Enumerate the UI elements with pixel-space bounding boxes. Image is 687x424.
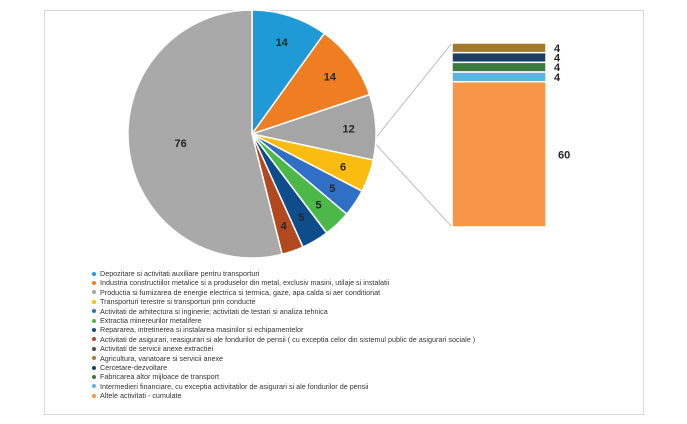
- bar-segment-0: [451, 42, 547, 54]
- legend-label: Repararea, intretinerea si instalarea ma…: [100, 325, 304, 335]
- legend-label: Fabricarea altor mijloace de transport: [100, 372, 220, 382]
- legend-item: Transporturi terestre si transporturi pr…: [92, 297, 475, 306]
- pie-label-other: 76: [174, 138, 186, 150]
- legend-item: Activitati de servicii anexe extractiei: [92, 344, 475, 353]
- legend-marker-icon: [92, 328, 96, 333]
- legend-item: Activitati de asigurari, reasigurari si …: [92, 335, 475, 344]
- legend-marker-icon: [92, 290, 96, 295]
- bar-label-4: 60: [558, 149, 570, 161]
- legend-item: Intermedieri financiare, cu exceptia act…: [92, 382, 475, 391]
- pie-label-6: 5: [298, 212, 304, 224]
- pie-label-5: 5: [315, 199, 321, 211]
- bar-segment-2: [451, 61, 547, 73]
- bar-segment-1: [451, 51, 547, 64]
- legend-label: Agricultura, vanatoare si servicii anexe: [100, 353, 224, 363]
- legend-item: Depozitare si activitati auxiliare pentr…: [92, 269, 475, 278]
- legend-label: Intermedieri financiare, cu exceptia act…: [100, 381, 369, 391]
- bar-segment-3: [451, 71, 547, 83]
- legend-label: Activitati de servicii anexe extractiei: [100, 344, 214, 354]
- pie-slice-0: [251, 9, 326, 137]
- legend-marker-icon: [92, 337, 96, 342]
- pie-label-4: 5: [329, 183, 335, 195]
- pie-label-3: 6: [340, 162, 346, 174]
- legend-item: Fabricarea altor mijloace de transport: [92, 372, 475, 381]
- legend-item: Agricultura, vanatoare si servicii anexe: [92, 354, 475, 363]
- pie-slice-1: [250, 32, 371, 136]
- legend-marker-icon: [92, 318, 96, 323]
- pie-label-2: 12: [342, 124, 354, 136]
- legend-marker-icon: [92, 384, 96, 389]
- legend-marker-icon: [92, 393, 96, 398]
- legend-item: Extractia minereurilor metalifere: [92, 316, 475, 325]
- bar-label-0: 4: [554, 43, 561, 55]
- legend: Depozitare si activitati auxiliare pentr…: [92, 269, 475, 400]
- legend-label: Extractia minereurilor metalifere: [100, 315, 202, 325]
- legend-label: Depozitare si activitati auxiliare pentr…: [100, 269, 260, 278]
- chart-frame: [44, 10, 644, 415]
- legend-item: Activitati de arhitectura si inginerie; …: [92, 307, 475, 316]
- legend-marker-icon: [92, 299, 96, 304]
- legend-item: Cercetare-dezvoltare: [92, 363, 475, 372]
- pie-label-1: 14: [324, 72, 337, 84]
- pie-label-0: 14: [276, 37, 289, 49]
- legend-marker-icon: [92, 346, 96, 351]
- legend-marker-icon: [92, 374, 96, 379]
- legend-label: Altele activitati - cumulate: [100, 391, 182, 401]
- legend-label: Industria constructiilor metalice si a p…: [100, 278, 390, 288]
- legend-label: Productia si furnizarea de energie elect…: [100, 287, 381, 297]
- bar-label-3: 4: [554, 72, 561, 84]
- bar-segment-4: [451, 80, 547, 228]
- pie-slice-other: [127, 9, 283, 259]
- bar-label-1: 4: [554, 53, 561, 65]
- legend-label: Transporturi terestre si transporturi pr…: [100, 297, 256, 307]
- legend-marker-icon: [92, 365, 96, 370]
- legend-label: Activitati de asigurari, reasigurari si …: [100, 334, 476, 344]
- pie-label-7: 4: [281, 220, 288, 232]
- legend-item: Altele activitati - cumulate: [92, 391, 475, 400]
- legend-item: Repararea, intretinerea si instalarea ma…: [92, 325, 475, 334]
- legend-item: Productia si furnizarea de energie elect…: [92, 288, 475, 297]
- legend-marker-icon: [92, 356, 96, 361]
- bar-label-2: 4: [554, 62, 561, 74]
- legend-marker-icon: [92, 271, 96, 276]
- legend-item: Industria constructiilor metalice si a p…: [92, 278, 475, 287]
- legend-marker-icon: [92, 309, 96, 314]
- legend-label: Cercetare-dezvoltare: [100, 362, 168, 372]
- legend-label: Activitati de arhitectura si inginerie; …: [100, 306, 328, 316]
- legend-marker-icon: [92, 281, 96, 286]
